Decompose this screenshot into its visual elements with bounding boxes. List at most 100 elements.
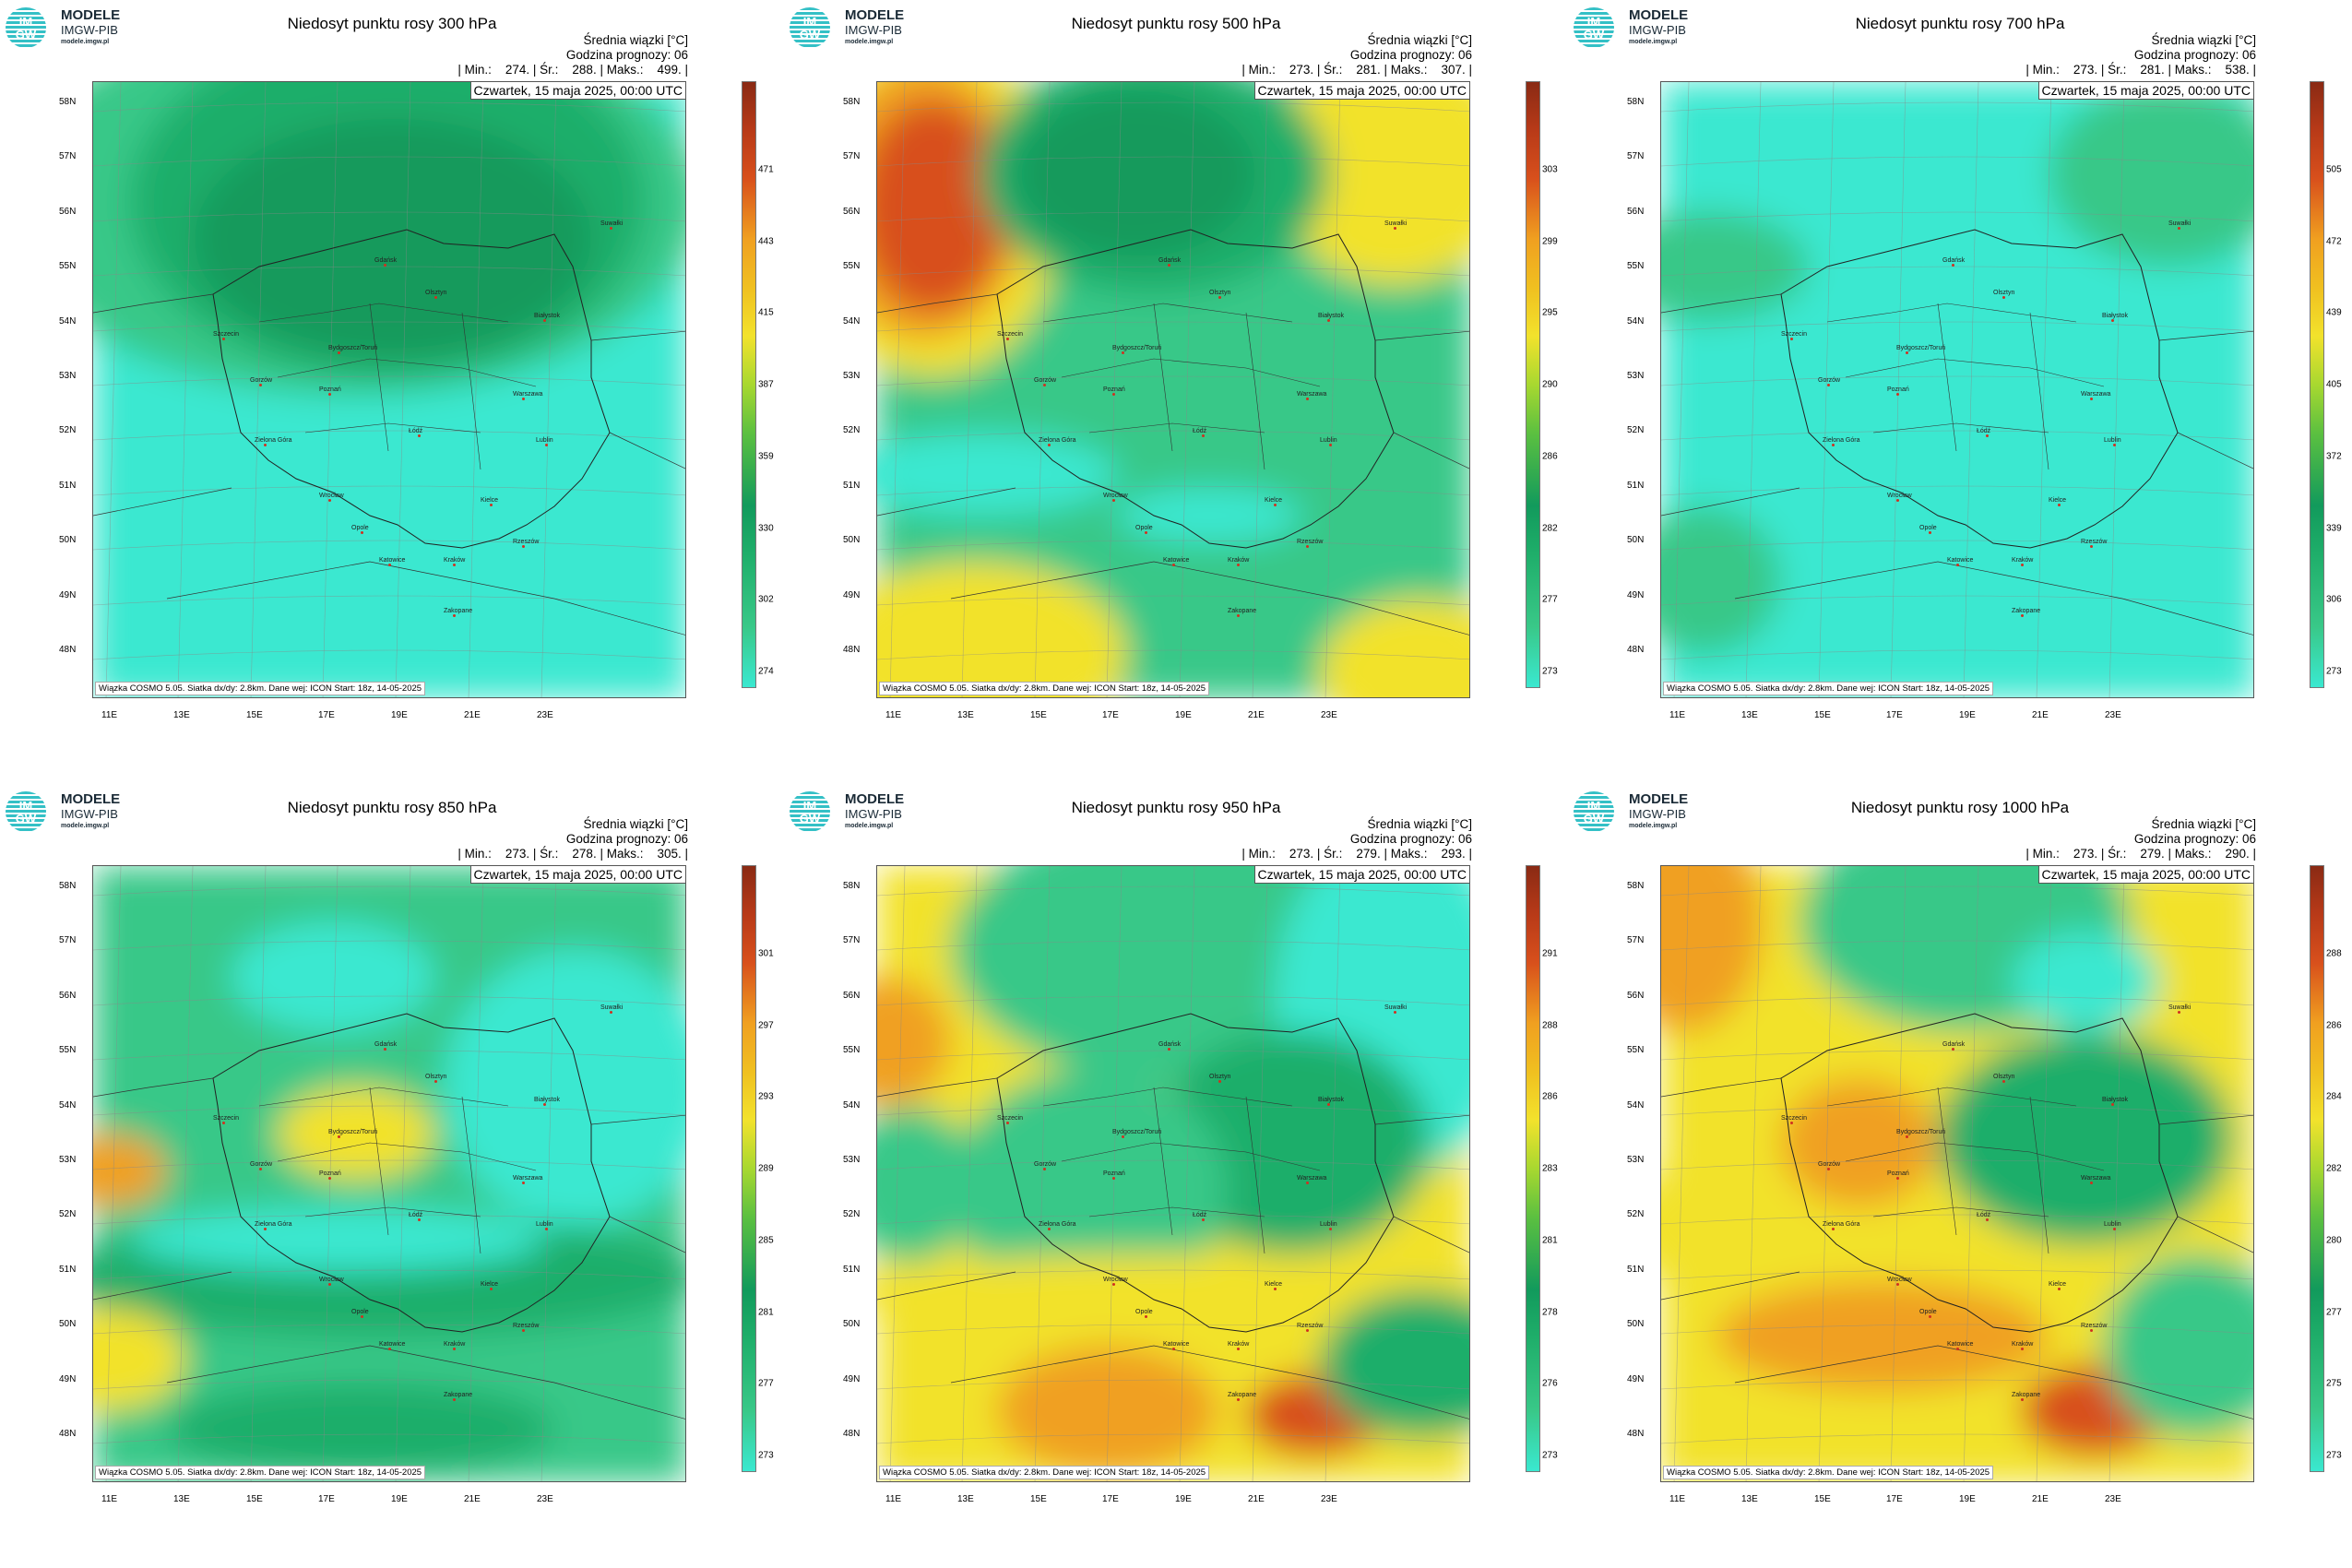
map-title: Niedosyt punktu rosy 300 hPa [287,15,497,32]
city-marker [264,1228,267,1230]
city-label: Bydgoszcz/Toruń [328,345,378,351]
logo-line1: MODELE [845,7,905,23]
badge-top-text: IM [18,15,33,29]
city-label: Białystok [2102,1097,2129,1103]
city-marker [328,1177,331,1180]
city-label: Kraków [2012,557,2034,564]
lon-tick-label: 13E [957,710,974,720]
city-label: Gdańsk [1942,257,1966,264]
logo-line3: modele.imgw.pl [845,39,894,45]
map-area: Czwartek, 15 maja 2025, 00:00 UTC Wiązka … [92,81,686,698]
lat-tick-label: 55N [59,1045,77,1055]
city-marker [2021,1398,2024,1401]
city-marker [1790,338,1793,340]
lon-tick-label: 11E [101,710,118,720]
lat-tick-label: 53N [1627,1155,1645,1165]
city-marker [384,1048,386,1051]
colorbar-tick-label: 301 [758,948,774,959]
city-label: Białystok [534,313,561,319]
map-info: Średnia wiązki [°C] Godzina prognozy: 06… [457,33,688,77]
city-label: Bydgoszcz/Toruń [1896,1129,1946,1135]
city-label: Łódź [409,428,423,434]
map-area: Czwartek, 15 maja 2025, 00:00 UTC Wiązka … [876,81,1470,698]
city-label: Szczecin [997,1115,1024,1122]
lon-tick-label: 23E [2105,1494,2121,1504]
lat-tick-label: 54N [843,316,861,327]
city-label: Łódź [1193,428,1207,434]
lat-tick-label: 53N [843,1155,861,1165]
mean-label: Średnia wiązki [°C] [1367,817,1472,831]
city-marker [328,499,331,502]
lat-tick-label: 51N [1627,481,1645,491]
lat-tick-label: 58N [59,881,77,891]
forecast-hour: Godzina prognozy: 06 [565,48,688,62]
city-label: Gorzów [1818,377,1841,384]
city-label: Gorzów [1034,1161,1057,1168]
city-marker [1274,1288,1277,1290]
city-marker [1790,1122,1793,1124]
city-marker [264,444,267,446]
city-label: Opole [1919,1309,1937,1315]
colorbar-tick-label: 405 [2326,379,2342,390]
colorbar-tick-label: 330 [758,523,774,534]
city-marker [1394,1011,1396,1014]
lon-tick-label: 23E [537,710,553,720]
imgw-badge-icon: IM GW [6,7,46,48]
city-marker [2058,1288,2061,1290]
lon-tick-label: 19E [391,1494,408,1504]
map-panel: IM GW MODELE IMGW-PIB modele.imgw.pl Nied… [0,784,784,1568]
city-label: Rzeszów [1297,1323,1324,1329]
colorbar-tick-label: 273 [758,1450,774,1461]
lon-tick-label: 19E [391,710,408,720]
city-marker [2021,1348,2024,1350]
badge-bottom-text: GW [799,812,821,826]
lat-tick-label: 49N [1627,590,1645,600]
city-marker [453,564,456,566]
lon-tick-label: 11E [1669,1494,1686,1504]
lat-tick-label: 50N [1627,535,1645,545]
lat-tick-label: 57N [1627,935,1645,945]
city-label: Warszawa [2081,391,2111,398]
lon-tick-label: 17E [1102,710,1119,720]
lat-tick-label: 52N [843,425,861,435]
lat-tick-label: 56N [843,991,861,1001]
lon-tick-label: 19E [1175,710,1192,720]
lon-tick-label: 21E [464,710,481,720]
city-label: Białystok [1318,313,1345,319]
city-label: Zakopane [2012,1392,2041,1398]
city-label: Poznań [1103,386,1125,393]
lat-tick-label: 52N [843,1209,861,1219]
city-label: Kraków [1228,557,1250,564]
logo-line1: MODELE [1629,791,1689,807]
city-marker [434,1080,437,1083]
city-marker [1112,1177,1115,1180]
city-label: Lublin [536,437,553,444]
imgw-logo: IM GW MODELE IMGW-PIB modele.imgw.pl [6,790,135,834]
city-marker [453,1398,456,1401]
lat-tick-label: 49N [1627,1374,1645,1384]
city-label: Olsztyn [1993,1074,2015,1080]
badge-bottom-text: GW [1583,28,1605,42]
city-label: Gdańsk [1158,1041,1182,1048]
city-label: Olsztyn [1209,290,1231,296]
city-marker [418,434,421,437]
forecast-hour: Godzina prognozy: 06 [565,832,688,846]
colorbar-tick-label: 303 [1542,164,1558,175]
colorbar-tick-label: 286 [1542,451,1558,462]
colorbar-ticks: 505 472 439 405 372 339 306 273 [2326,81,2352,686]
city-marker [1952,264,1954,267]
city-marker [2113,444,2116,446]
city-label: Rzeszów [2081,539,2108,545]
city-marker [1306,1182,1309,1184]
city-marker [328,1283,331,1286]
city-label: Wrocław [1887,493,1912,499]
forecast-hour: Godzina prognozy: 06 [2133,48,2256,62]
lon-tick-label: 13E [173,1494,190,1504]
colorbar-tick-label: 302 [758,594,774,605]
city-marker [259,384,262,386]
badge-top-text: IM [1586,799,1601,813]
city-marker [1237,564,1240,566]
city-label: Gdańsk [374,1041,398,1048]
lat-tick-label: 58N [843,881,861,891]
city-marker [1168,264,1170,267]
